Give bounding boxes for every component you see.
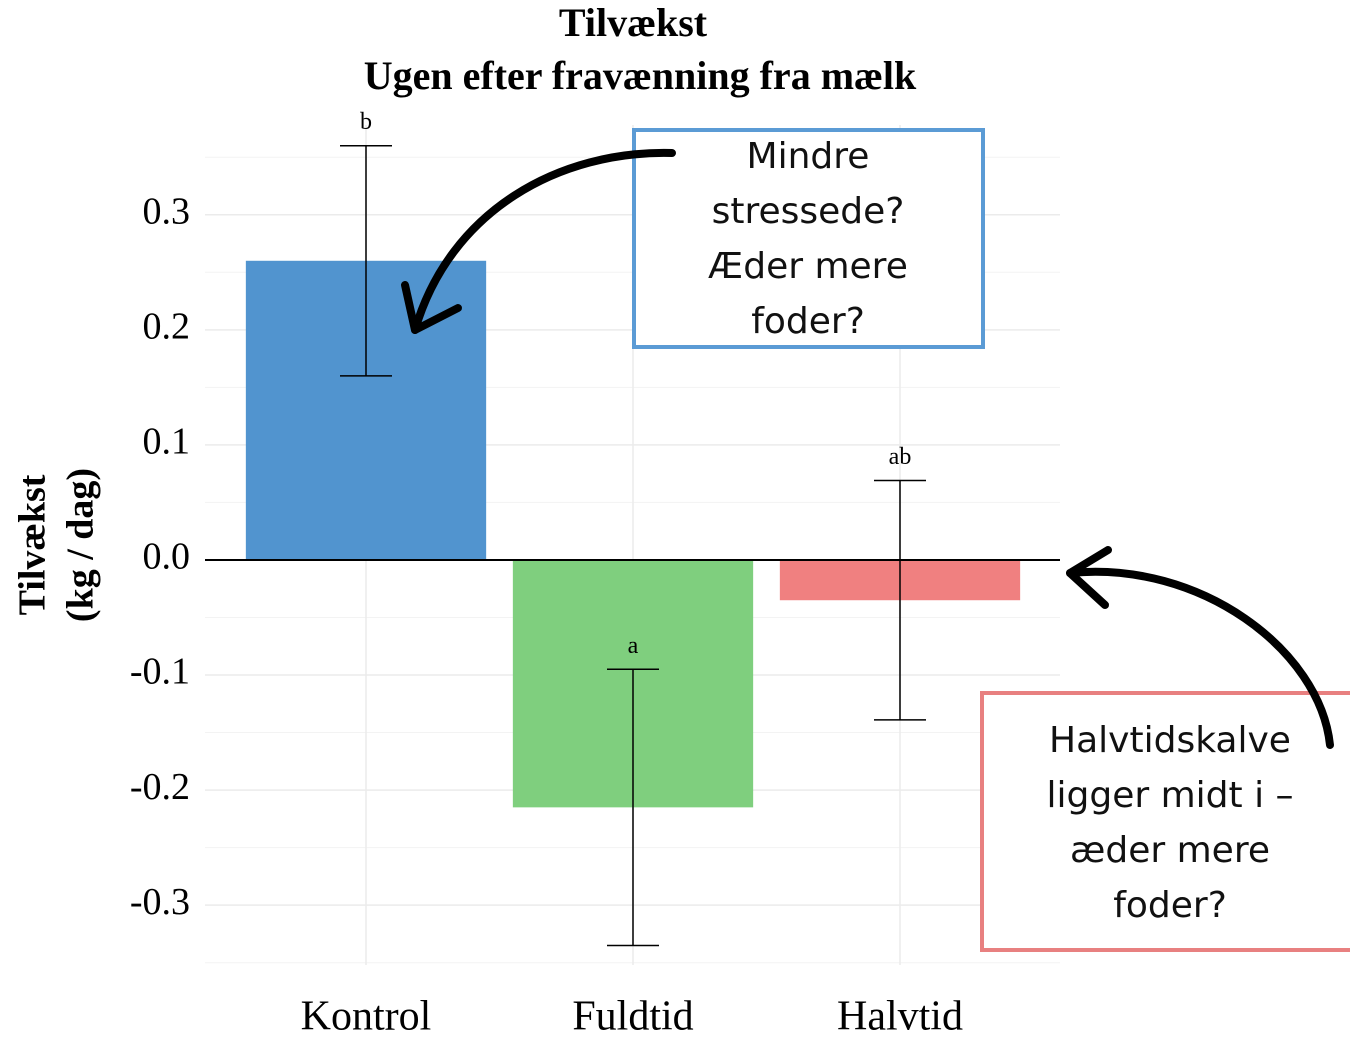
error-bar: [607, 668, 659, 947]
annotation-text: foder?: [1113, 885, 1227, 926]
y-tick-label: 0.2: [143, 306, 191, 348]
y-label-line: (kg / dag): [60, 468, 102, 622]
annotation-box: [980, 691, 1350, 952]
y-tick-label: -0.2: [130, 766, 190, 808]
arrow: [1066, 567, 1334, 749]
annotation-text: stressede?: [712, 191, 905, 232]
chart-subtitle: Ugen efter fravænning fra mælk: [364, 53, 917, 98]
annotation-text: ligger midt i –: [1046, 775, 1293, 816]
x-tick-label: Fuldtid: [572, 994, 693, 1040]
y-tick-label: 0.3: [143, 190, 191, 232]
annotation-text: foder?: [751, 301, 865, 342]
error-bar: [340, 144, 392, 377]
annotation-box: [632, 128, 985, 349]
arrow: [411, 148, 676, 334]
annotation-text: æder mere: [1070, 830, 1270, 871]
y-tick-label: -0.3: [130, 881, 190, 923]
arrow: [401, 281, 462, 334]
annotation-text: Mindre: [747, 136, 870, 177]
annotation-text: Æder mere: [708, 246, 908, 287]
y-axis-title: Tilvækst (kg / dag): [12, 468, 102, 622]
annotation-text: Halvtidskalve: [1049, 720, 1291, 761]
x-tick-label: Kontrol: [301, 994, 432, 1040]
significance-letter: ab: [889, 444, 912, 470]
significance-letter: b: [360, 109, 372, 135]
y-label-line: Tilvækst: [12, 474, 54, 615]
significance-letter: a: [628, 633, 639, 659]
chart-title: Tilvækst: [559, 0, 708, 45]
y-tick-label: -0.1: [130, 651, 190, 693]
y-tick-label: 0.0: [143, 536, 191, 578]
arrow: [1066, 546, 1112, 609]
x-tick-label: Halvtid: [837, 994, 963, 1040]
y-tick-label: 0.1: [143, 421, 191, 463]
error-bar: [874, 479, 926, 721]
